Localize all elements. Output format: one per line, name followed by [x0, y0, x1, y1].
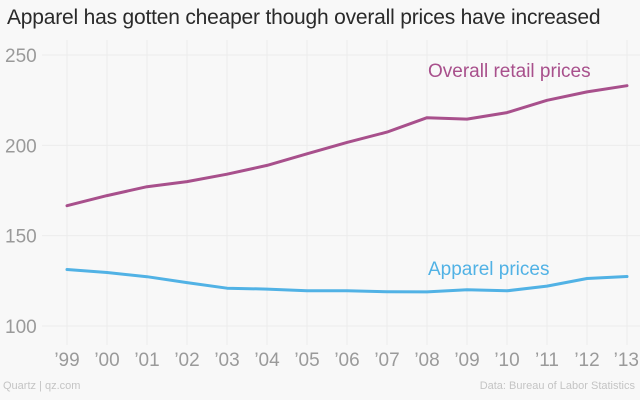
- chart-title: Apparel has gotten cheaper though overal…: [7, 6, 601, 29]
- series-line-apparel-prices: [65, 268, 629, 294]
- source-credit: Quartz | qz.com: [3, 380, 81, 392]
- data-source: Data: Bureau of Labor Statistics: [479, 380, 635, 392]
- x-tick-label: ’10: [494, 350, 519, 371]
- x-tick-label: ’12: [574, 350, 599, 371]
- series-labels: Overall retail prices Apparel prices: [428, 61, 591, 280]
- series-label-apparel-prices: Apparel prices: [428, 259, 549, 280]
- x-tick-label: ’02: [174, 350, 199, 371]
- x-tick-label: ’07: [374, 350, 399, 371]
- x-tick-label: ’03: [214, 350, 239, 371]
- x-tick-label: ’11: [535, 350, 559, 371]
- x-tick-label: ’09: [454, 350, 479, 371]
- x-axis: ’99 ’00 ’01 ’02 ’03 ’04 ’05 ’06 ’07 ’08 ’09 ’10 ’11 ’…: [54, 350, 639, 371]
- x-tick-label: ’08: [414, 350, 439, 371]
- series-line-overall-retail-prices: [65, 84, 629, 208]
- y-tick-label: 250: [5, 46, 37, 67]
- x-tick-label: ’06: [334, 350, 359, 371]
- y-tick-label: 100: [5, 317, 37, 338]
- y-axis: 100 150 200 250: [5, 46, 37, 338]
- x-tick-label: ’01: [134, 350, 159, 371]
- y-tick-label: 200: [5, 136, 37, 157]
- x-tick-label: ’13: [614, 350, 639, 371]
- series-lines: [65, 84, 629, 294]
- series-label-overall-retail-prices: Overall retail prices: [428, 61, 591, 82]
- x-tick-label: ’00: [94, 350, 119, 371]
- gridlines: [42, 40, 640, 345]
- x-tick-label: ’05: [294, 350, 319, 371]
- x-tick-label: ’99: [54, 350, 79, 371]
- x-tick-label: ’04: [254, 350, 280, 371]
- y-tick-label: 150: [5, 227, 37, 248]
